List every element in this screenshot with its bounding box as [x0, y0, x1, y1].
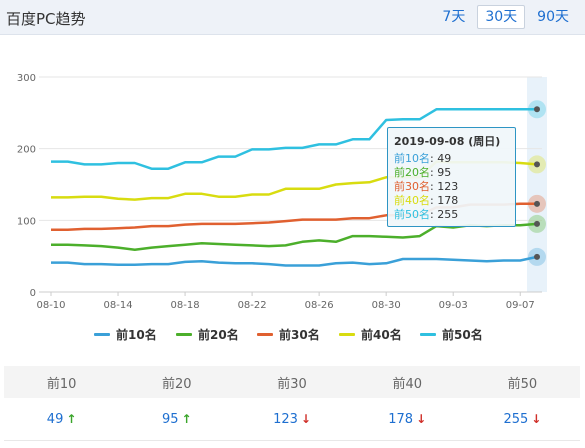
- chart-legend: 前10名 前20名 前30名 前40名 前50名: [0, 326, 585, 346]
- legend-swatch: [94, 333, 110, 336]
- range-tab-90d[interactable]: 90天: [537, 9, 569, 25]
- series-end-point-2: [534, 220, 540, 227]
- stats-value-cell: 49 ↑: [4, 398, 119, 440]
- tooltip-series-label: 前40名: [394, 194, 430, 207]
- range-tab-30d[interactable]: 30天: [477, 5, 526, 29]
- tooltip-series-label: 前10名: [394, 152, 430, 165]
- tooltip-series-label: 前30名: [394, 180, 430, 193]
- tooltip-series-value: : 255: [430, 208, 459, 221]
- stats-value: 49: [46, 411, 64, 427]
- tooltip-series-label: 前50名: [394, 208, 430, 221]
- series-end-point-4: [534, 161, 540, 168]
- hover-band: [527, 77, 547, 292]
- stats-header-row: 前10 前20 前30 前40 前50: [4, 366, 580, 398]
- stats-header-top50: 前50: [507, 376, 538, 392]
- legend-swatch: [176, 333, 192, 336]
- tooltip-line: 前30名: 123: [394, 180, 509, 194]
- stats-value-cell: 123 ↓: [234, 398, 349, 440]
- tooltip-series-value: : 123: [430, 180, 459, 193]
- stats-value: 123: [273, 411, 298, 427]
- trend-down-icon: ↓: [531, 412, 542, 426]
- stats-header-top20: 前20: [162, 376, 192, 392]
- trend-up-icon: ↑: [66, 412, 77, 426]
- stats-header-top10: 前10: [46, 376, 77, 392]
- tooltip-line: 前40名: 178: [394, 194, 509, 208]
- stats-header-top30: 前30: [277, 376, 307, 392]
- range-tab-7d[interactable]: 7天: [442, 9, 466, 25]
- tooltip-series-value: : 95: [430, 166, 452, 179]
- legend-label: 前10名: [116, 328, 157, 342]
- series-line-5: [51, 108, 537, 170]
- x-tick-label: 08-18: [171, 300, 200, 311]
- tooltip-line: 前50名: 255: [394, 208, 509, 222]
- legend-label: 前20名: [198, 328, 239, 342]
- tooltip-line: 前20名: 95: [394, 166, 509, 180]
- series-line-1: [51, 255, 538, 267]
- x-tick-label: 08-10: [36, 300, 65, 311]
- series-end-point-5: [534, 106, 540, 113]
- y-tick-label: 200: [17, 145, 36, 156]
- stats-value-cell: 95 ↑: [119, 398, 234, 440]
- y-tick-label: 100: [17, 216, 36, 227]
- trend-down-icon: ↓: [416, 412, 427, 426]
- trend-up-icon: ↑: [181, 412, 192, 426]
- tooltip-series-value: : 49: [430, 152, 452, 165]
- legend-swatch: [257, 333, 273, 336]
- series-end-point-3: [534, 200, 540, 207]
- x-tick-label: 08-22: [238, 300, 267, 311]
- tooltip-line: 前10名: 49: [394, 152, 509, 166]
- legend-item-1[interactable]: 前10名: [94, 326, 157, 343]
- legend-swatch: [339, 333, 355, 336]
- x-tick-label: 08-14: [104, 300, 133, 311]
- range-tabs: 7天 30天 90天: [434, 5, 577, 29]
- x-tick-label: 09-07: [506, 300, 535, 311]
- y-tick-label: 0: [30, 288, 36, 299]
- legend-label: 前30名: [279, 328, 320, 342]
- legend-item-4[interactable]: 前40名: [339, 326, 402, 343]
- tooltip-title: 2019-09-08 (周日): [394, 135, 501, 148]
- legend-item-3[interactable]: 前30名: [257, 326, 320, 343]
- stats-value-cell: 255 ↓: [465, 398, 580, 440]
- stats-value: 95: [162, 411, 179, 427]
- stats-value: 255: [503, 411, 529, 427]
- stats-value-cell: 178 ↓: [350, 398, 465, 440]
- legend-label: 前50名: [442, 328, 483, 342]
- series-line-2: [51, 222, 538, 251]
- legend-item-2[interactable]: 前20名: [176, 326, 239, 343]
- chart-title: 百度PC趋势: [6, 10, 86, 28]
- stats-value: 178: [388, 411, 414, 427]
- legend-item-5[interactable]: 前50名: [420, 326, 483, 343]
- chart-tooltip: 2019-09-08 (周日) 前10名: 49 前20名: 95 前30名: 12…: [387, 127, 516, 227]
- x-tick-label: 08-30: [372, 300, 401, 311]
- tooltip-series-label: 前20名: [394, 166, 430, 179]
- x-tick-label: 08-26: [305, 300, 334, 311]
- trend-down-icon: ↓: [300, 412, 311, 426]
- legend-swatch: [420, 333, 436, 336]
- y-tick-label: 300: [17, 73, 36, 84]
- legend-label: 前40名: [361, 328, 402, 342]
- stats-value-row: 49 ↑ 95 ↑ 123 ↓ 178 ↓ 255 ↓: [4, 398, 580, 441]
- x-tick-label: 09-03: [439, 300, 468, 311]
- chart-header: 百度PC趋势 7天 30天 90天: [0, 0, 585, 35]
- stats-table: 前10 前20 前30 前40 前50 49 ↑ 95 ↑ 123 ↓ 178 ↓ 255 ↓: [4, 366, 580, 441]
- series-end-point-1: [534, 253, 540, 260]
- stats-header-top40: 前40: [392, 376, 422, 392]
- tooltip-series-value: : 178: [430, 194, 459, 207]
